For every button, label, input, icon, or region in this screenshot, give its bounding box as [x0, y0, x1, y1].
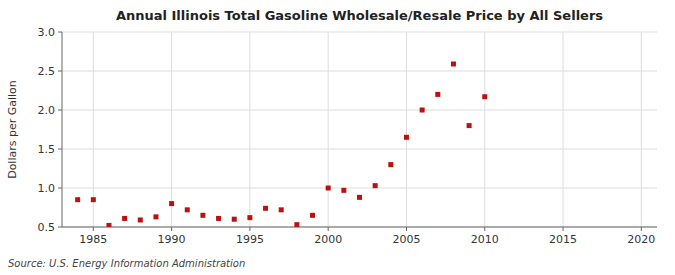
point [420, 108, 425, 113]
point [467, 123, 472, 128]
y-grid-line [62, 188, 657, 189]
x-grid-line [641, 32, 642, 227]
y-tick [58, 227, 62, 228]
point [326, 186, 331, 191]
x-tick [563, 227, 564, 231]
x-tick-label: 2010 [471, 233, 499, 246]
y-grid-line [62, 149, 657, 150]
point [373, 183, 378, 188]
point [404, 135, 409, 140]
y-tick [58, 71, 62, 72]
point [232, 217, 237, 222]
x-axis-line [62, 227, 657, 228]
x-tick-label: 2000 [314, 233, 342, 246]
x-grid-line [406, 32, 407, 227]
y-grid-line [62, 71, 657, 72]
point [310, 213, 315, 218]
x-tick [641, 227, 642, 231]
point [138, 217, 143, 222]
x-tick [249, 227, 250, 231]
chart: 1985 1990 1995 2000 2005 2010 2015 2020 0.5 1.0 1.… [0, 0, 675, 275]
point [482, 94, 487, 99]
point [216, 216, 221, 221]
x-tick-label: 2005 [392, 233, 420, 246]
x-tick [328, 227, 329, 231]
x-tick-label: 1985 [79, 233, 107, 246]
point [247, 215, 252, 220]
point [279, 207, 284, 212]
grid [62, 32, 657, 227]
y-tick [58, 188, 62, 189]
x-tick [484, 227, 485, 231]
x-grid-line [249, 32, 250, 227]
x-tick-label: 2020 [627, 233, 655, 246]
x-grid-line [328, 32, 329, 227]
point [169, 201, 174, 206]
point [263, 206, 268, 211]
point [75, 197, 80, 202]
point [341, 188, 346, 193]
y-tick-label: 2.5 [38, 65, 56, 78]
y-tick [58, 110, 62, 111]
x-grid-line [171, 32, 172, 227]
y-grid-line [62, 227, 657, 228]
point [153, 214, 158, 219]
x-tick-label: 1990 [158, 233, 186, 246]
y-axis-line [62, 32, 63, 227]
point [357, 195, 362, 200]
x-grid-line [484, 32, 485, 227]
title: Annual Illinois Total Gasoline Wholesale… [116, 8, 603, 23]
point [294, 222, 299, 227]
point [388, 162, 393, 167]
point [122, 216, 127, 221]
x-tick-label: 1995 [236, 233, 264, 246]
point [435, 92, 440, 97]
y-axis-label: Dollars per Gallon [6, 80, 19, 179]
y-tick-label: 1.5 [38, 143, 56, 156]
y-tick-label: 0.5 [38, 221, 56, 234]
y-grid-line [62, 32, 657, 33]
y-grid-line [62, 110, 657, 111]
point [185, 207, 190, 212]
point [91, 197, 96, 202]
point [200, 213, 205, 218]
y-tick [58, 149, 62, 150]
y-tick-label: 2.0 [38, 104, 56, 117]
x-tick-label: 2015 [549, 233, 577, 246]
chart-container: 1985 1990 1995 2000 2005 2010 2015 2020 0.5 1.0 1.… [0, 0, 675, 275]
x-tick [93, 227, 94, 231]
x-tick [406, 227, 407, 231]
y-tick [58, 32, 62, 33]
point [106, 223, 111, 227]
x-grid-line [563, 32, 564, 227]
y-tick-label: 3.0 [38, 26, 56, 39]
axes: 1985 1990 1995 2000 2005 2010 2015 2020 0.5 1.0 1.… [38, 26, 658, 246]
point [451, 61, 456, 66]
y-tick-label: 1.0 [38, 182, 56, 195]
points [75, 61, 487, 227]
source-note: Source: U.S. Energy Information Administ… [8, 258, 245, 269]
x-tick [171, 227, 172, 231]
